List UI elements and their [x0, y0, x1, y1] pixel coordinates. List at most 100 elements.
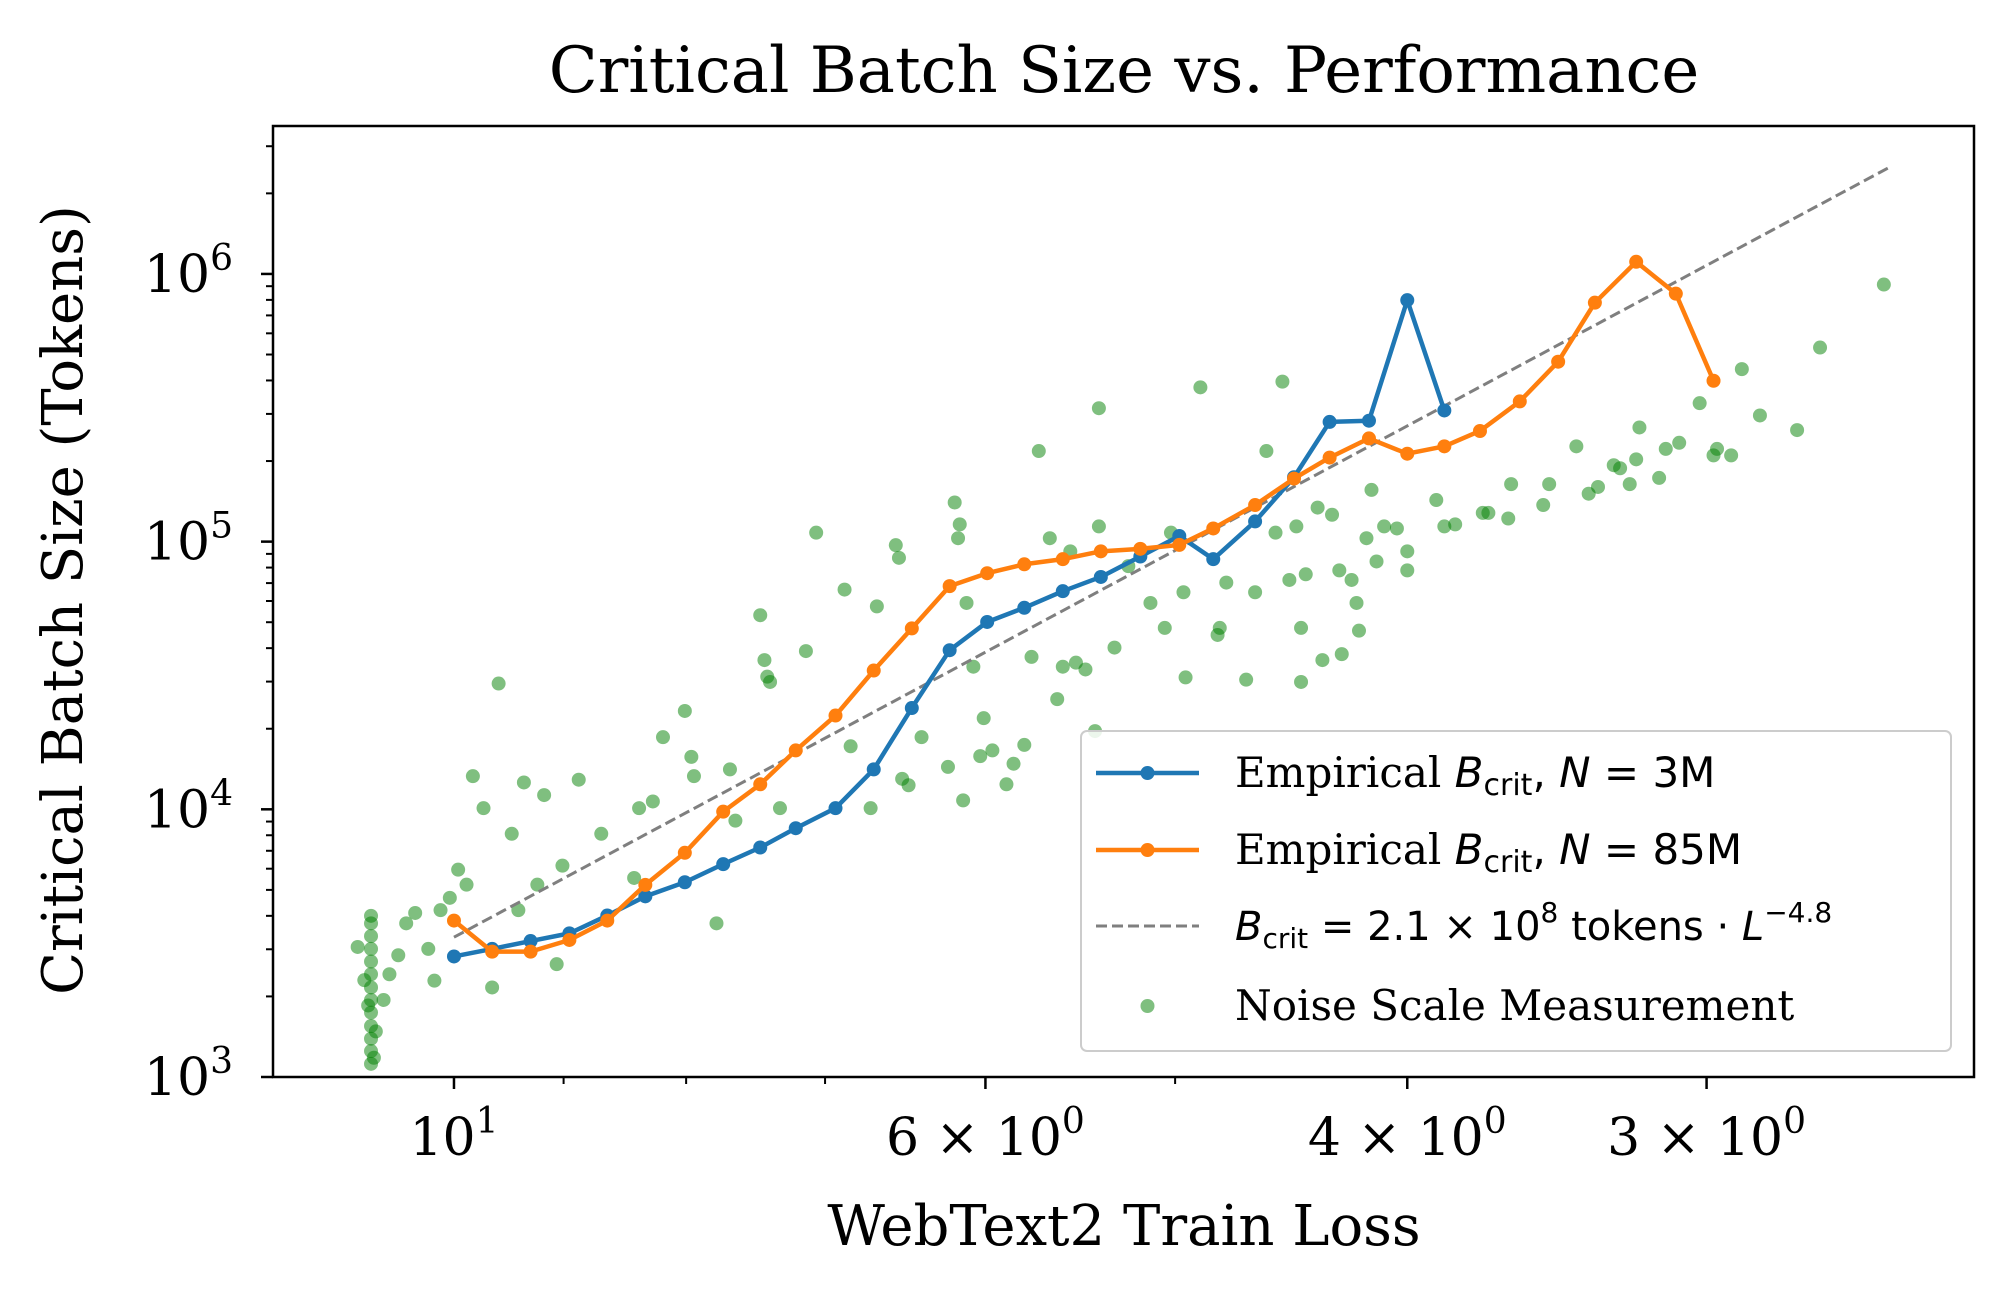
- y-tick-base: 10: [144, 513, 210, 573]
- legend-subscript: crit: [1484, 845, 1533, 880]
- y-tick-label: 106: [144, 238, 233, 305]
- scatter-point: [516, 775, 531, 790]
- scatter-point: [632, 801, 647, 816]
- scatter-point: [1024, 649, 1039, 664]
- scatter-point: [1629, 452, 1644, 467]
- scatter-point: [1504, 477, 1519, 492]
- x-axis-label: WebText2 Train Loss: [827, 1194, 1420, 1259]
- x-tick-base: 10: [1717, 1108, 1783, 1168]
- scatter-point: [421, 941, 436, 956]
- scatter-point: [1710, 441, 1725, 456]
- scatter-point: [891, 550, 906, 565]
- series-3m-marker: [1055, 584, 1070, 599]
- legend-fit-label: Bcrit = 2.1 × 108 tokens · L−4.8: [1235, 896, 1832, 955]
- legend-rest: = 85M: [1591, 825, 1743, 874]
- x-tick-exponent: 1: [476, 1101, 499, 1142]
- scatter-point: [1359, 531, 1374, 546]
- scatter-point: [1325, 507, 1340, 522]
- scatter-point: [571, 772, 586, 787]
- series-85m-marker: [1055, 552, 1070, 567]
- scatter-point: [376, 992, 391, 1007]
- series-85m-line: [452, 259, 1716, 954]
- series-85m-marker: [1587, 295, 1602, 310]
- legend-symbol-l: L: [1742, 904, 1764, 950]
- y-tick-base: 10: [144, 780, 210, 840]
- scatter-point: [951, 531, 966, 546]
- y-tick-exponent: 6: [210, 238, 233, 279]
- series-3m-marker: [1017, 600, 1032, 615]
- scatter-point: [549, 957, 564, 972]
- scatter-point: [1481, 505, 1496, 520]
- legend-entry-3m-label: Empirical Bcrit, N = 3M: [1235, 748, 1715, 803]
- y-tick-exponent: 4: [210, 773, 233, 814]
- scatter-point: [1501, 511, 1516, 526]
- y-tick-exponent: 3: [210, 1041, 233, 1082]
- x-tick-base: 10: [996, 1108, 1062, 1168]
- scatter-point: [1294, 620, 1309, 635]
- legend-entry-85m-marker-swatch: [1140, 843, 1155, 857]
- series-85m-marker: [600, 913, 615, 928]
- scatter-point: [1437, 519, 1452, 534]
- scatter-point: [1193, 380, 1208, 395]
- series-85m-marker: [1472, 423, 1487, 438]
- scatter-point: [1042, 531, 1057, 546]
- scatter-point: [399, 916, 414, 931]
- scatter-point: [1658, 441, 1673, 456]
- y-tick-base: 10: [144, 245, 210, 305]
- series-3m-marker: [1400, 293, 1415, 308]
- series-3m-marker: [866, 762, 881, 777]
- scatter-point: [914, 730, 929, 745]
- series-85m-marker: [1706, 373, 1721, 388]
- scatter-point: [1282, 572, 1297, 587]
- scatter-point: [940, 759, 955, 774]
- series-85m-marker: [1287, 471, 1302, 486]
- scatter-point: [1429, 493, 1444, 508]
- series-3m-marker: [828, 801, 843, 816]
- scatter-point: [985, 743, 1000, 758]
- series-85m-marker: [1361, 431, 1376, 446]
- scatter-point: [366, 1050, 381, 1065]
- scatter-point: [537, 788, 552, 803]
- scatter-point: [1790, 423, 1805, 438]
- scatter-point: [594, 826, 609, 841]
- scatter-point: [753, 608, 768, 623]
- scatter-point: [843, 739, 858, 754]
- series-85m-marker: [788, 743, 803, 758]
- legend-subscript: crit: [1484, 768, 1533, 803]
- scatter-point: [485, 980, 500, 995]
- y-tick-label: 103: [144, 1041, 233, 1108]
- scatter-point: [1344, 572, 1359, 587]
- scatter-point: [1289, 519, 1304, 534]
- legend-scatter-swatch: [1140, 999, 1155, 1013]
- x-tick-exponent: 0: [1783, 1101, 1806, 1142]
- scatter-point: [1364, 482, 1379, 497]
- scatter-point: [1268, 525, 1283, 540]
- scatter-point: [1632, 420, 1647, 435]
- series-85m-marker: [446, 913, 461, 928]
- scatter-point: [1176, 585, 1191, 600]
- scatter-point: [504, 826, 519, 841]
- legend-separator: ,: [1532, 825, 1559, 874]
- x-tick-multiplier: 6 ×: [886, 1108, 996, 1168]
- series-85m-marker: [904, 621, 919, 636]
- scatter-point: [1050, 692, 1065, 707]
- series-3m-marker: [1093, 569, 1108, 584]
- scatter-point: [1876, 277, 1891, 292]
- chart-title: Critical Batch Size vs. Performance: [549, 34, 1700, 108]
- scatter-point: [869, 599, 884, 614]
- y-tick-label: 104: [144, 773, 233, 840]
- scatter-point: [1212, 620, 1227, 635]
- scatter-point: [952, 517, 967, 532]
- scatter-point: [1078, 662, 1093, 677]
- series-85m-marker: [753, 777, 768, 792]
- scatter-point: [1239, 672, 1254, 687]
- scatter-point: [1813, 340, 1828, 355]
- scatter-point: [465, 769, 480, 784]
- scatter-point: [959, 595, 974, 610]
- series-85m-marker: [1551, 354, 1566, 369]
- scatter-point: [1752, 408, 1767, 423]
- scatter-point: [1259, 444, 1274, 459]
- y-tick-exponent: 5: [210, 506, 233, 547]
- scatter-point: [368, 1024, 383, 1039]
- x-tick-label: 4 × 100: [1308, 1101, 1507, 1168]
